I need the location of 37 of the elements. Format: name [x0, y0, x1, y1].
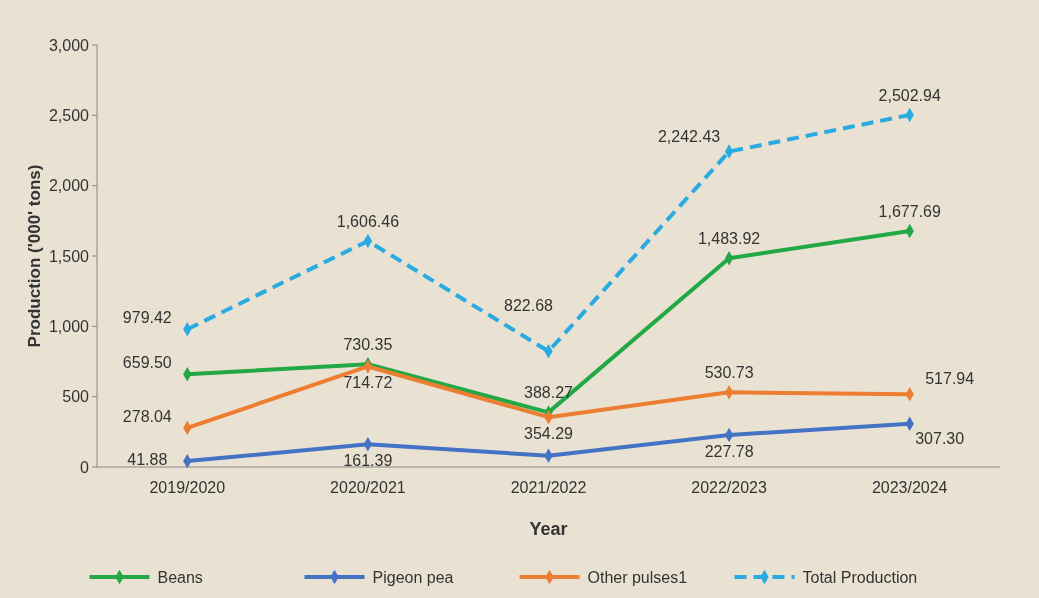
- data-label: 1,677.69: [878, 203, 941, 220]
- y-tick-label: 3,000: [48, 36, 90, 54]
- y-tick-label: 1,000: [48, 317, 90, 335]
- x-tick-label: 2023/2024: [871, 479, 948, 496]
- data-label: 41.88: [127, 451, 168, 469]
- legend-label: Pigeon pea: [372, 568, 454, 586]
- data-label: 1,606.46: [336, 213, 400, 231]
- legend-label: Other pulses1: [587, 568, 688, 586]
- data-label: 517.94: [925, 370, 975, 388]
- data-label: 227.78: [704, 442, 754, 460]
- data-label: 388.27: [524, 384, 574, 402]
- data-label: 530.73: [704, 364, 754, 382]
- data-label: 354.29: [524, 425, 574, 443]
- data-label: 659.50: [122, 354, 172, 372]
- legend-label: Total Production: [802, 568, 918, 586]
- data-label: 2,242.43: [657, 127, 721, 145]
- legend-label: Beans: [157, 568, 203, 586]
- data-label: 730.35: [343, 336, 393, 354]
- data-label: 278.04: [122, 407, 172, 425]
- x-axis-title: Year: [529, 519, 568, 539]
- data-label: 307.30: [915, 429, 965, 447]
- y-tick-label: 0: [80, 458, 90, 476]
- data-label: 2,502.94: [878, 86, 941, 104]
- x-tick-label: 2021/2022: [510, 479, 587, 496]
- data-label: 714.72: [343, 374, 393, 392]
- data-label: 161.39: [343, 452, 393, 470]
- data-label: 1,483.92: [697, 230, 761, 248]
- x-tick-label: 2020/2021: [330, 479, 406, 496]
- x-tick-label: 2022/2023: [691, 479, 768, 496]
- data-label: 822.68: [504, 297, 554, 315]
- y-tick-label: 2,500: [48, 106, 90, 124]
- y-tick-label: 2,000: [48, 177, 90, 195]
- data-label: 979.42: [122, 309, 172, 327]
- y-tick-label: 500: [62, 388, 90, 406]
- y-tick-label: 1,500: [48, 247, 90, 265]
- x-tick-label: 2019/2020: [149, 479, 226, 496]
- y-axis-title: Production ('000' tons): [25, 164, 44, 348]
